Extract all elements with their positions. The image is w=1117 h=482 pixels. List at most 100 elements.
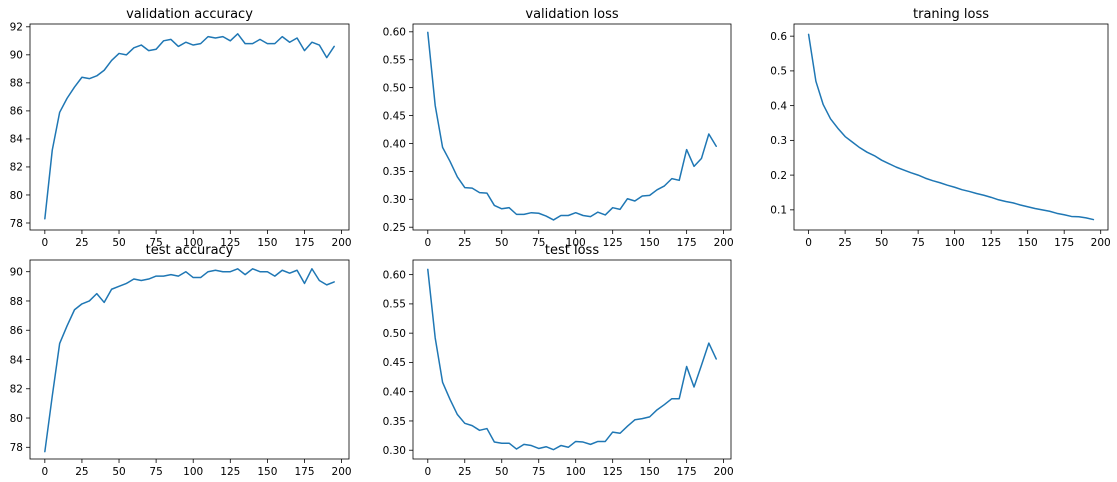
subplot: test accuracy 0 25 50 75 100 125 150 175 200 78 80 8…: [10, 243, 352, 478]
axes-frame: [793, 23, 1109, 231]
y-tick-label: 0.30: [383, 445, 406, 457]
x-tick-label: 125: [603, 466, 623, 478]
subplot: traning loss 0 25 50 75 100 125 150 175 200 0.1 0.2…: [770, 7, 1110, 249]
y-tick-label: 0.60: [383, 269, 406, 281]
x-tick-label: 150: [640, 466, 660, 478]
x-tick-label: 175: [1054, 237, 1074, 249]
x-tick-label: 200: [332, 237, 352, 249]
y-tick-label: 0.35: [383, 416, 406, 428]
chart-title: test loss: [545, 243, 599, 258]
x-tick-label: 50: [495, 466, 508, 478]
y-tick-label: 90: [10, 50, 23, 62]
chart-title: test accuracy: [146, 243, 234, 258]
y-tick-label: 0.30: [383, 194, 406, 206]
y-tick-label: 86: [10, 106, 24, 118]
x-tick-label: 25: [75, 237, 88, 249]
x-tick-label: 175: [294, 466, 314, 478]
y-tick-label: 92: [10, 22, 23, 34]
series-line: [427, 31, 717, 221]
y-tick-label: 0.45: [383, 110, 406, 122]
x-tick-label: 150: [257, 466, 277, 478]
y-tick-label: 0.4: [770, 100, 787, 112]
x-tick-label: 75: [532, 237, 545, 249]
subplot: validation accuracy 0 25 50 75 100 125 150 175 20…: [10, 7, 352, 249]
x-tick-label: 75: [911, 237, 924, 249]
x-tick-label: 50: [112, 466, 125, 478]
y-tick-label: 90: [10, 267, 23, 279]
x-tick-label: 75: [149, 237, 162, 249]
x-tick-label: 100: [183, 466, 203, 478]
x-tick-label: 0: [424, 466, 431, 478]
y-tick-label: 80: [10, 413, 23, 425]
x-tick-label: 0: [41, 237, 48, 249]
y-tick-label: 0.50: [383, 82, 406, 94]
x-tick-label: 175: [677, 466, 697, 478]
y-tick-label: 0.2: [770, 170, 787, 182]
x-tick-label: 50: [875, 237, 888, 249]
y-tick-label: 88: [10, 78, 23, 90]
x-tick-label: 50: [112, 237, 125, 249]
y-tick-label: 0.3: [770, 135, 787, 147]
x-tick-label: 175: [677, 237, 697, 249]
y-tick-label: 78: [10, 442, 23, 454]
axes-frame: [29, 259, 350, 460]
x-tick-label: 150: [257, 237, 277, 249]
y-tick-label: 0.1: [770, 205, 787, 217]
y-tick-label: 0.6: [770, 31, 787, 43]
x-tick-label: 100: [566, 466, 586, 478]
x-tick-label: 100: [945, 237, 965, 249]
y-tick-label: 78: [10, 218, 23, 230]
axes-frame: [29, 23, 350, 231]
x-tick-label: 50: [495, 237, 508, 249]
x-tick-label: 175: [294, 237, 314, 249]
x-tick-label: 125: [220, 466, 240, 478]
x-tick-label: 75: [532, 466, 545, 478]
x-tick-label: 200: [332, 466, 352, 478]
y-tick-label: 0.55: [383, 55, 406, 67]
x-tick-label: 0: [41, 466, 48, 478]
y-tick-label: 0.40: [383, 138, 406, 150]
series-line: [44, 268, 335, 453]
subplot: validation loss 0 25 50 75 100 125 150 175 200 0.2…: [383, 7, 734, 249]
x-tick-label: 150: [640, 237, 660, 249]
series-line: [807, 33, 1095, 221]
y-tick-label: 80: [10, 190, 23, 202]
subplot: test loss 0 25 50 75 100 125 150 175 200 0.30 0.35 0…: [383, 243, 734, 478]
y-tick-label: 82: [10, 384, 23, 396]
y-tick-label: 0.40: [383, 386, 406, 398]
x-tick-label: 25: [458, 237, 471, 249]
y-tick-label: 0.50: [383, 328, 406, 340]
y-tick-label: 0.5: [770, 66, 787, 78]
y-tick-label: 82: [10, 162, 23, 174]
x-tick-label: 25: [838, 237, 851, 249]
x-tick-label: 200: [1091, 237, 1111, 249]
y-tick-label: 86: [10, 325, 24, 337]
chart-title: validation loss: [525, 7, 618, 22]
series-line: [44, 33, 335, 220]
axes-frame: [412, 259, 732, 460]
y-tick-label: 88: [10, 296, 23, 308]
series-line: [427, 268, 717, 451]
y-tick-label: 0.55: [383, 299, 406, 311]
chart-title: traning loss: [913, 7, 989, 22]
x-tick-label: 0: [424, 237, 431, 249]
x-tick-label: 200: [714, 237, 734, 249]
x-tick-label: 25: [75, 466, 88, 478]
x-tick-label: 0: [805, 237, 812, 249]
x-tick-label: 100: [183, 237, 203, 249]
chart-title: validation accuracy: [126, 7, 253, 22]
y-tick-label: 84: [10, 354, 24, 366]
y-tick-label: 0.25: [383, 222, 406, 234]
x-tick-label: 75: [149, 466, 162, 478]
y-tick-label: 0.35: [383, 166, 406, 178]
x-tick-label: 100: [566, 237, 586, 249]
x-tick-label: 125: [603, 237, 623, 249]
x-tick-label: 125: [981, 237, 1001, 249]
y-tick-label: 84: [10, 134, 24, 146]
x-tick-label: 25: [458, 466, 471, 478]
y-tick-label: 0.60: [383, 27, 406, 39]
x-tick-label: 200: [714, 466, 734, 478]
axes-frame: [412, 23, 732, 231]
x-tick-label: 150: [1018, 237, 1038, 249]
